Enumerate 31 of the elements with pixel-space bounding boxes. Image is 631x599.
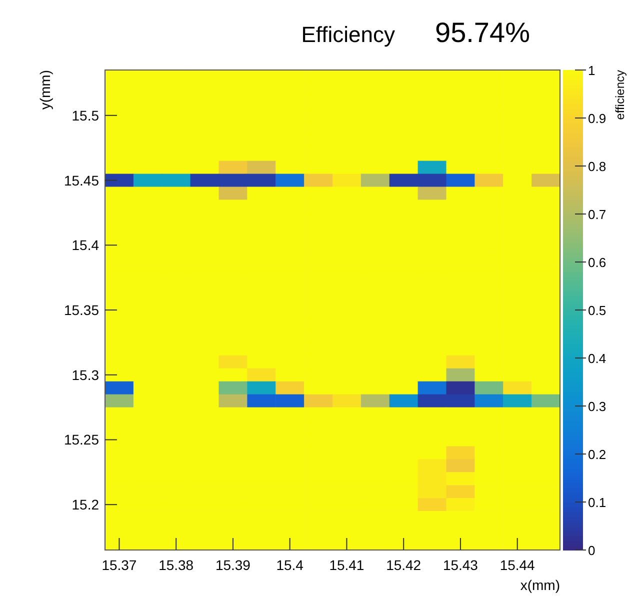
color-bar-label: 0.2 — [588, 447, 606, 462]
color-bar-label: 0.6 — [588, 255, 606, 270]
x-tick-label: 15.42 — [386, 557, 422, 573]
color-bar-label: 0.1 — [588, 495, 606, 510]
color-bar-label: 1 — [588, 63, 596, 78]
color-bar-label: 0.7 — [588, 207, 606, 222]
color-bar-label: 0.5 — [588, 303, 606, 318]
color-bar-title: efficiency — [613, 70, 627, 120]
y-tick-label: 15.2 — [72, 496, 100, 513]
x-axis-title: x(mm) — [520, 577, 560, 593]
color-bar-label: 0.3 — [588, 399, 606, 414]
x-tick-label: 15.38 — [158, 557, 194, 573]
y-tick-label: 15.45 — [64, 172, 100, 188]
x-tick-label: 15.44 — [500, 557, 536, 573]
y-tick-label: 15.35 — [64, 302, 100, 318]
x-tick-label: 15.41 — [329, 557, 364, 573]
x-tick-label: 15.4 — [276, 557, 304, 573]
y-tick-label: 15.4 — [72, 237, 100, 254]
color-bar-label: 0 — [588, 543, 596, 558]
y-tick-label: 15.5 — [72, 107, 100, 124]
y-tick-label: 15.3 — [72, 366, 100, 383]
x-tick-label: 15.37 — [102, 557, 137, 573]
y-axis-title: y(mm) — [37, 70, 53, 110]
color-bar-label: 0.9 — [588, 111, 606, 126]
chart-subtitle: 95.74% — [435, 17, 530, 48]
x-tick-label: 15.39 — [215, 557, 251, 573]
chart-title: Efficiency — [301, 22, 395, 47]
color-bar-label: 0.8 — [588, 159, 606, 174]
color-bar-label: 0.4 — [588, 351, 606, 366]
y-tick-label: 15.25 — [64, 432, 100, 448]
x-tick-label: 15.43 — [442, 557, 478, 573]
